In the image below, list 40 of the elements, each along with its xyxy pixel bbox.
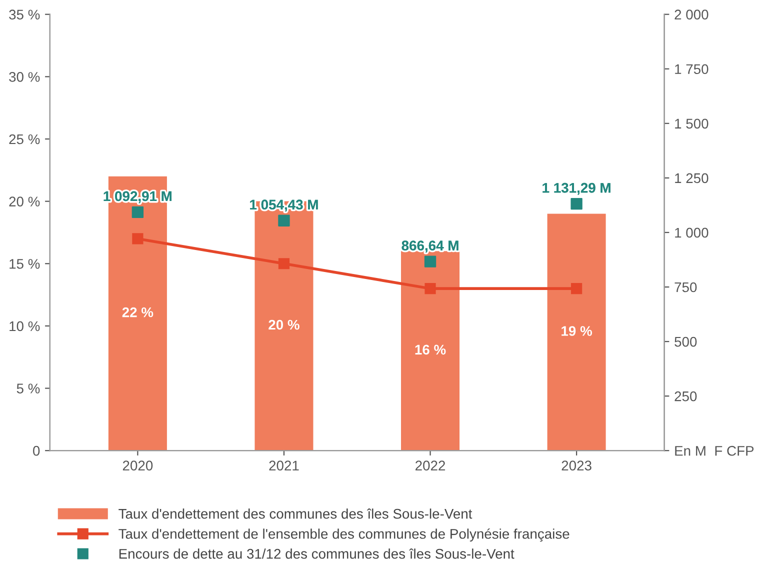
data-label: 22 % — [122, 307, 154, 318]
point — [570, 283, 582, 294]
x-tick-label: 2023 — [562, 460, 592, 471]
point — [132, 233, 144, 244]
y-tick-label: 10 % — [10, 321, 40, 332]
point — [132, 206, 144, 218]
x-tick-label: 2022 — [416, 460, 446, 471]
point — [424, 283, 436, 294]
x-tick-label: 2020 — [122, 460, 153, 471]
y2-tick-label: 500 — [674, 336, 697, 347]
data-label: 1 131,29 M — [542, 182, 610, 195]
y2-tick-label: En M F CFP — [675, 446, 754, 456]
y2-tick-label: 1 000 — [675, 228, 708, 238]
y-tick-label: 15 % — [10, 259, 40, 269]
y2-tick-label: 1 500 — [675, 118, 708, 129]
point — [424, 256, 436, 268]
y-tick-label: 0 — [33, 446, 40, 456]
data-label: 20 % — [268, 320, 300, 330]
y-tick-label: 5 % — [16, 384, 40, 394]
y2-tick-label: 750 — [674, 282, 697, 292]
y-tick-label: 25 % — [9, 134, 40, 144]
y2-tick-label: 2 000 — [674, 10, 708, 20]
y-tick-label: 20 % — [9, 196, 40, 206]
y2-tick-label: 1 750 — [675, 64, 708, 74]
y2-tick-label: 1 250 — [675, 173, 708, 184]
point — [278, 258, 290, 270]
point — [278, 214, 290, 226]
legend-label: Encours de dette au 31/12 des communes des îles Sous-le-Vent — [119, 548, 514, 559]
legend-label: Taux d'endettement de l'ensemble des communes de Polynésie française — [118, 528, 570, 542]
data-label: 19 % — [562, 326, 592, 336]
y-tick-label: 30 % — [9, 72, 40, 82]
bar — [547, 214, 606, 451]
y-tick-label: 35 % — [9, 10, 40, 20]
data-label: 866,64 M — [402, 240, 458, 252]
bar — [401, 251, 460, 451]
x-tick-label: 2021 — [269, 460, 299, 471]
legend-label: Taux d'endettement des communes des îles Sous-le-Vent — [118, 508, 472, 519]
data-label: 16 % — [415, 344, 446, 355]
y2-tick-label: 250 — [674, 391, 697, 402]
point — [570, 198, 582, 210]
